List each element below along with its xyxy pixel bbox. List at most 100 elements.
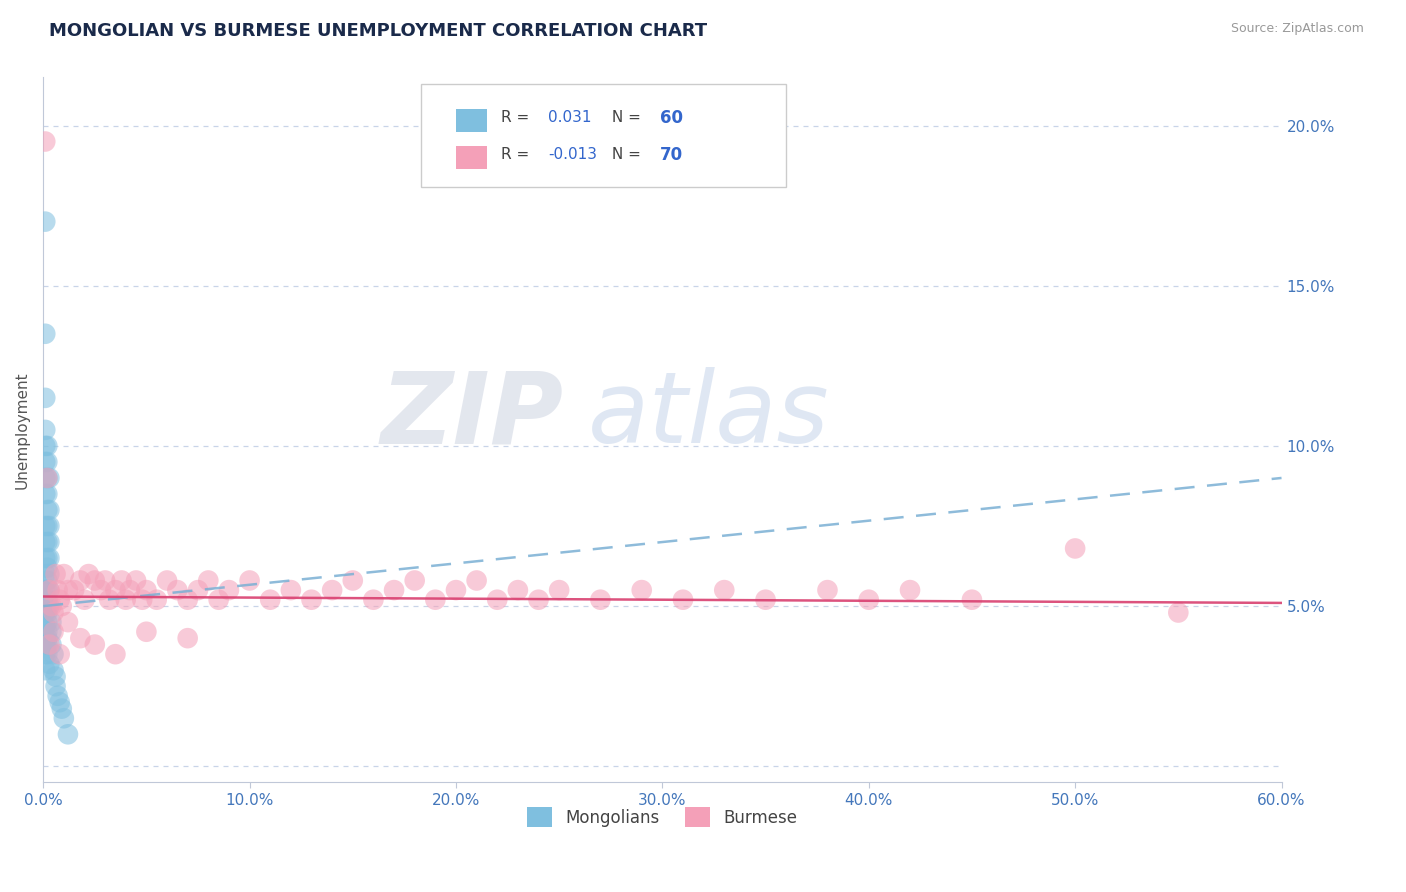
Point bbox=[51, 701, 73, 715]
Point bbox=[187, 583, 209, 598]
Point bbox=[280, 583, 302, 598]
Point bbox=[34, 471, 56, 485]
Point bbox=[56, 615, 79, 629]
Point bbox=[37, 503, 59, 517]
Point bbox=[48, 592, 70, 607]
Point bbox=[363, 592, 385, 607]
Point bbox=[41, 638, 63, 652]
Point bbox=[118, 583, 141, 598]
Point bbox=[135, 583, 157, 598]
Point bbox=[34, 631, 56, 645]
Point bbox=[34, 583, 56, 598]
Point bbox=[38, 519, 60, 533]
Point bbox=[135, 624, 157, 639]
Point bbox=[301, 592, 323, 607]
Point bbox=[45, 567, 67, 582]
Point bbox=[34, 618, 56, 632]
Point bbox=[104, 647, 127, 661]
Point bbox=[90, 583, 112, 598]
Point bbox=[486, 592, 509, 607]
Point bbox=[42, 663, 65, 677]
Text: R =: R = bbox=[502, 147, 534, 162]
Point bbox=[37, 599, 59, 614]
Point bbox=[37, 487, 59, 501]
Text: MONGOLIAN VS BURMESE UNEMPLOYMENT CORRELATION CHART: MONGOLIAN VS BURMESE UNEMPLOYMENT CORREL… bbox=[49, 22, 707, 40]
Point bbox=[37, 638, 59, 652]
Point bbox=[37, 647, 59, 661]
Point bbox=[37, 560, 59, 574]
Point bbox=[207, 592, 229, 607]
Point bbox=[51, 599, 73, 614]
Text: atlas: atlas bbox=[588, 368, 830, 465]
Point bbox=[197, 574, 219, 588]
Point bbox=[37, 471, 59, 485]
Point bbox=[465, 574, 488, 588]
Point bbox=[52, 711, 75, 725]
Point bbox=[382, 583, 405, 598]
Point bbox=[176, 631, 198, 645]
Point bbox=[34, 567, 56, 582]
Point bbox=[34, 423, 56, 437]
Point bbox=[38, 599, 60, 614]
Point bbox=[98, 592, 121, 607]
Point bbox=[630, 583, 652, 598]
Point bbox=[34, 214, 56, 228]
Point bbox=[45, 670, 67, 684]
Point bbox=[41, 624, 63, 639]
Point bbox=[34, 439, 56, 453]
Point bbox=[145, 592, 167, 607]
Y-axis label: Unemployment: Unemployment bbox=[15, 371, 30, 489]
Point bbox=[527, 592, 550, 607]
Point bbox=[42, 624, 65, 639]
Point bbox=[56, 727, 79, 741]
Point bbox=[38, 583, 60, 598]
Point bbox=[34, 487, 56, 501]
Point bbox=[125, 574, 148, 588]
Point bbox=[444, 583, 467, 598]
Point bbox=[111, 574, 134, 588]
Point bbox=[38, 471, 60, 485]
Bar bbox=[456, 146, 486, 169]
Point bbox=[259, 592, 281, 607]
Point bbox=[37, 583, 59, 598]
Text: -0.013: -0.013 bbox=[548, 147, 598, 162]
Text: R =: R = bbox=[502, 111, 534, 125]
Point bbox=[48, 695, 70, 709]
Point bbox=[83, 574, 105, 588]
Point bbox=[37, 471, 59, 485]
Text: 60: 60 bbox=[659, 109, 683, 127]
Point bbox=[548, 583, 571, 598]
Point bbox=[156, 574, 179, 588]
Point bbox=[56, 583, 79, 598]
Point bbox=[37, 615, 59, 629]
Text: N =: N = bbox=[606, 111, 645, 125]
Point bbox=[45, 679, 67, 693]
Bar bbox=[456, 110, 486, 132]
Point bbox=[404, 574, 426, 588]
Point bbox=[94, 574, 117, 588]
Point bbox=[52, 567, 75, 582]
Point bbox=[37, 631, 59, 645]
Point bbox=[37, 592, 59, 607]
Point bbox=[589, 592, 612, 607]
Point bbox=[42, 606, 65, 620]
Point bbox=[754, 592, 776, 607]
Point bbox=[41, 599, 63, 614]
Point bbox=[34, 135, 56, 149]
Point bbox=[38, 638, 60, 652]
Text: N =: N = bbox=[606, 147, 645, 162]
Text: 70: 70 bbox=[659, 145, 683, 164]
Point bbox=[38, 657, 60, 671]
Point bbox=[960, 592, 983, 607]
Point bbox=[239, 574, 262, 588]
Point bbox=[114, 592, 136, 607]
Point bbox=[46, 689, 69, 703]
Point bbox=[34, 599, 56, 614]
Point bbox=[38, 567, 60, 582]
Point bbox=[104, 583, 127, 598]
Point bbox=[34, 391, 56, 405]
Point bbox=[38, 503, 60, 517]
Point bbox=[37, 439, 59, 453]
Point bbox=[37, 551, 59, 566]
FancyBboxPatch shape bbox=[420, 85, 786, 186]
